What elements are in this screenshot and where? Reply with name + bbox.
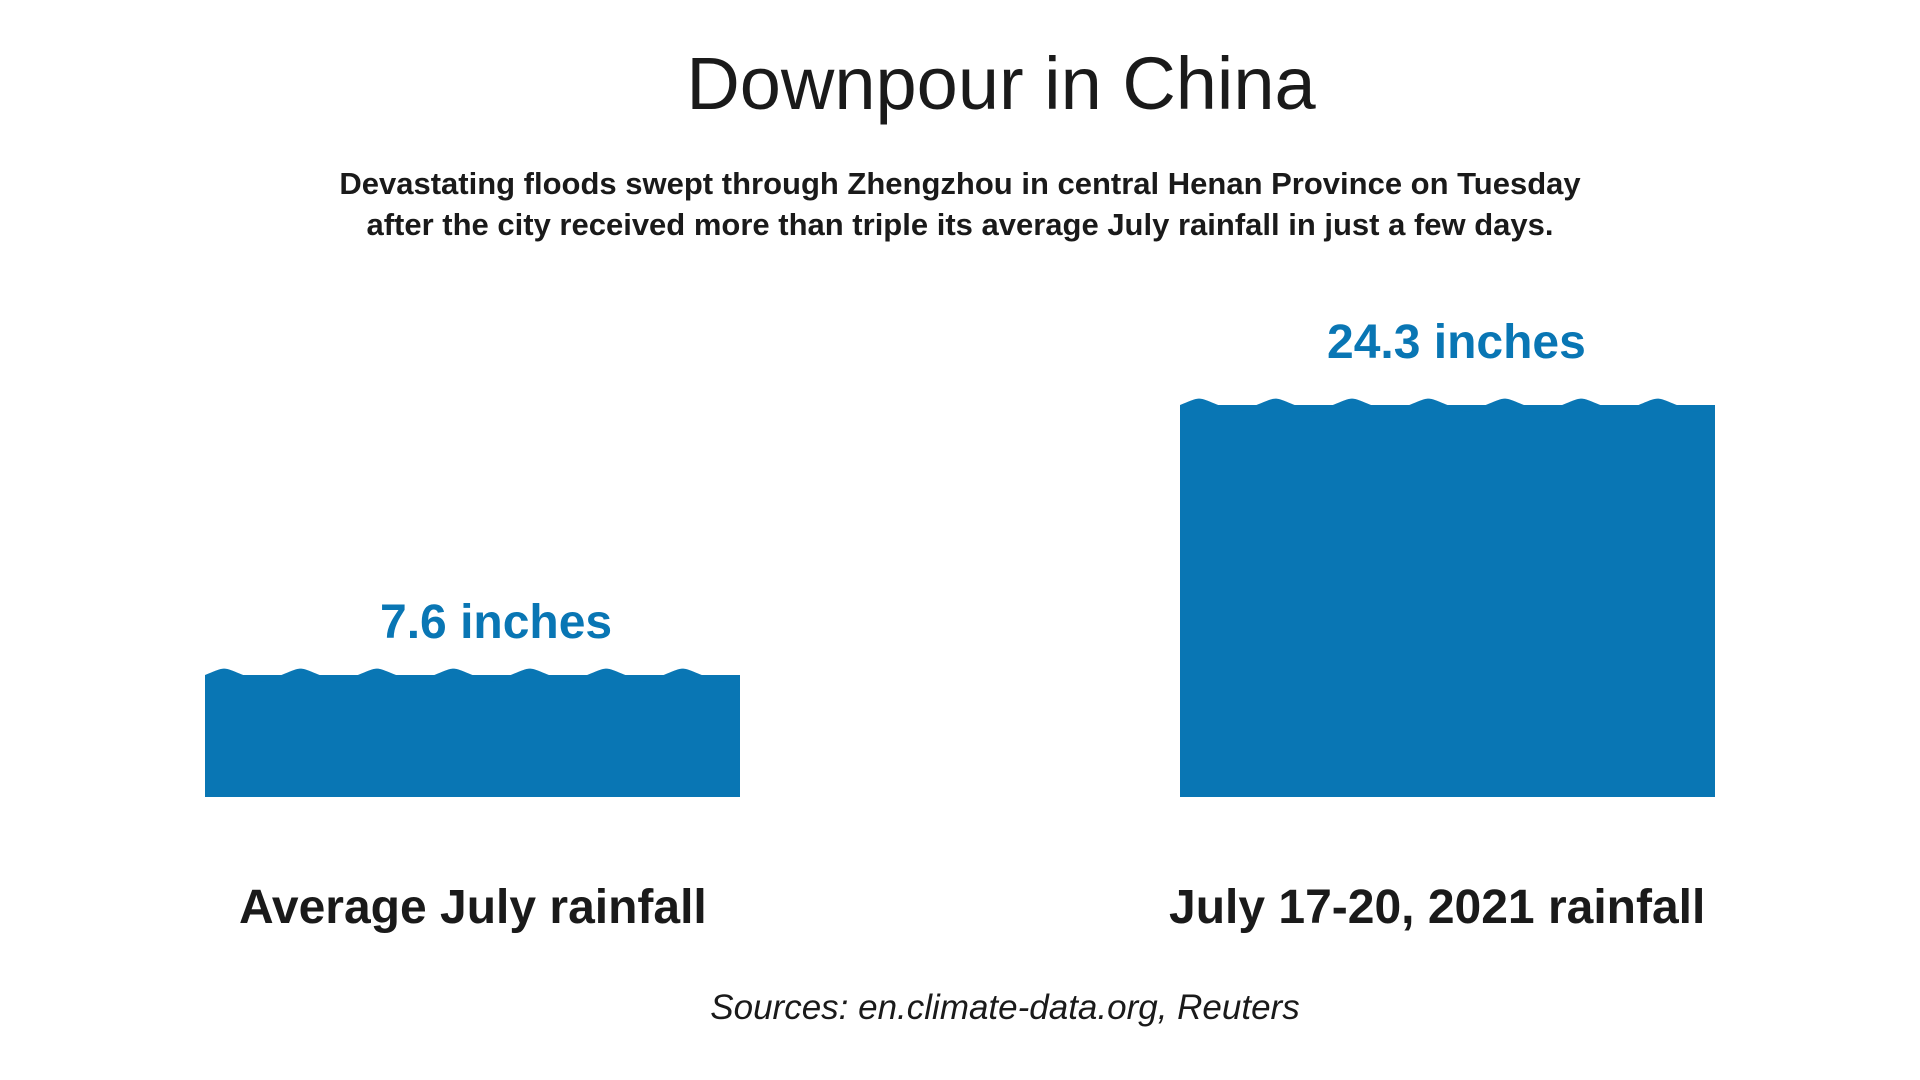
svg-text:Downpour in China: Downpour in China <box>686 42 1316 125</box>
